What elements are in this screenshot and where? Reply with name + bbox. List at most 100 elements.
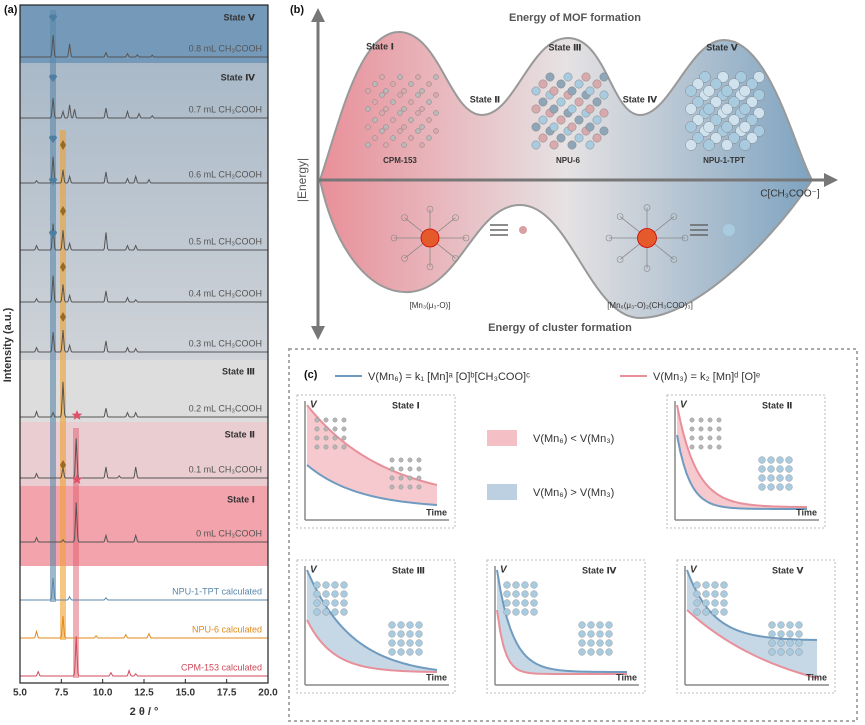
xrd-trace — [20, 329, 268, 353]
lattice-node — [578, 639, 586, 647]
xrd-trace — [20, 636, 268, 677]
atom — [426, 135, 432, 141]
atom — [556, 133, 566, 143]
ring — [643, 204, 651, 211]
curve — [676, 434, 808, 510]
lattice-node — [689, 417, 695, 423]
atom — [433, 128, 439, 134]
x-tick-label: 7.5 — [54, 688, 68, 699]
lattice-node — [314, 444, 320, 450]
lattice-node — [587, 630, 595, 638]
atom — [585, 122, 595, 132]
subplot-frame — [666, 394, 826, 529]
axis-y-label: V — [690, 565, 698, 576]
lattice-node — [605, 621, 613, 629]
state-label: State Ⅴ — [772, 565, 804, 575]
state: State Ⅱ — [470, 94, 501, 104]
lattice-node — [707, 417, 713, 423]
lattice-node — [416, 466, 422, 472]
equation: V(Mn₃) = k₂ [Mn]ᵈ [O]ᵉ — [653, 371, 760, 383]
atom — [728, 78, 740, 90]
xrd-trace — [20, 34, 268, 58]
lattice-node — [689, 435, 695, 441]
lattice-node — [331, 590, 339, 598]
lattice-node — [587, 639, 595, 647]
lattice-node — [323, 426, 329, 432]
atom — [549, 140, 559, 150]
axis-x-label: Time — [806, 672, 827, 682]
lattice-node — [341, 426, 347, 432]
lattice-node — [323, 435, 329, 441]
atom — [415, 110, 421, 116]
curve — [306, 464, 438, 506]
axis-y-label: V — [310, 400, 318, 411]
atom — [739, 85, 751, 97]
lattice-node — [795, 648, 803, 656]
ring — [681, 234, 689, 242]
atom — [365, 106, 371, 112]
lattice-node — [314, 435, 320, 441]
atom — [426, 99, 432, 105]
lattice-node — [786, 648, 794, 656]
equiv-sign — [690, 224, 708, 236]
lattice-node — [503, 608, 511, 616]
atom — [545, 72, 555, 82]
atom — [574, 115, 584, 125]
lattice-node — [332, 426, 338, 432]
atom — [390, 99, 396, 105]
atom — [739, 121, 751, 133]
lattice-node — [407, 466, 413, 472]
xrd-trace — [20, 438, 268, 479]
atom — [390, 117, 396, 123]
x-axis-label: 2 θ / ° — [130, 706, 159, 718]
xrd-trace — [20, 156, 268, 184]
atom — [563, 72, 573, 82]
atom — [753, 125, 765, 137]
x-label: C[CH₃COO⁻] — [760, 189, 820, 200]
lattice-node — [693, 608, 701, 616]
subplot-frame — [676, 559, 836, 694]
atom — [692, 78, 704, 90]
atom — [397, 110, 403, 116]
lattice-node — [777, 630, 785, 638]
legend-swatch — [487, 484, 517, 500]
lattice-node — [332, 435, 338, 441]
cluster: [Mn₆(μ₃-O)₂(CH₃COO)₃] — [607, 301, 693, 310]
atom — [703, 103, 715, 115]
atom — [746, 78, 758, 90]
atom — [415, 74, 421, 80]
area — [687, 570, 817, 678]
atom — [721, 121, 733, 133]
traces: 0.8 mL CH₃COOH 0.7 mL CH₃COOH 0.6 mL CH₃CO… — [20, 34, 268, 677]
state: State Ⅰ — [366, 41, 394, 51]
trace-label: CPM-153 calculated — [181, 662, 262, 672]
atom — [426, 117, 432, 123]
atom — [538, 133, 548, 143]
atom — [397, 92, 403, 98]
lattice-node — [716, 417, 722, 423]
legend-label: V(Mn₆) > V(Mn₃) — [533, 487, 614, 499]
axis-x-label: Time — [796, 507, 817, 517]
lattice-node — [323, 417, 329, 423]
lattice-node — [693, 590, 701, 598]
atom — [753, 89, 765, 101]
lattice-node — [758, 474, 766, 482]
lattice-node — [512, 608, 520, 616]
lattice-node — [415, 630, 423, 638]
atom — [746, 114, 758, 126]
lattice-node — [587, 648, 595, 656]
area — [307, 570, 437, 672]
trace-label: NPU-1-TPT calculated — [172, 586, 262, 596]
lattice-node — [397, 621, 405, 629]
ring — [426, 263, 434, 271]
atom — [735, 71, 747, 83]
lattice-node — [578, 630, 586, 638]
lattice-node — [768, 621, 776, 629]
atom — [692, 132, 704, 144]
curve — [306, 404, 438, 486]
markers — [49, 14, 57, 238]
atom — [599, 126, 609, 136]
panel-label: (c) — [304, 369, 318, 381]
lattice-node — [407, 475, 413, 481]
lattice-node — [407, 484, 413, 490]
